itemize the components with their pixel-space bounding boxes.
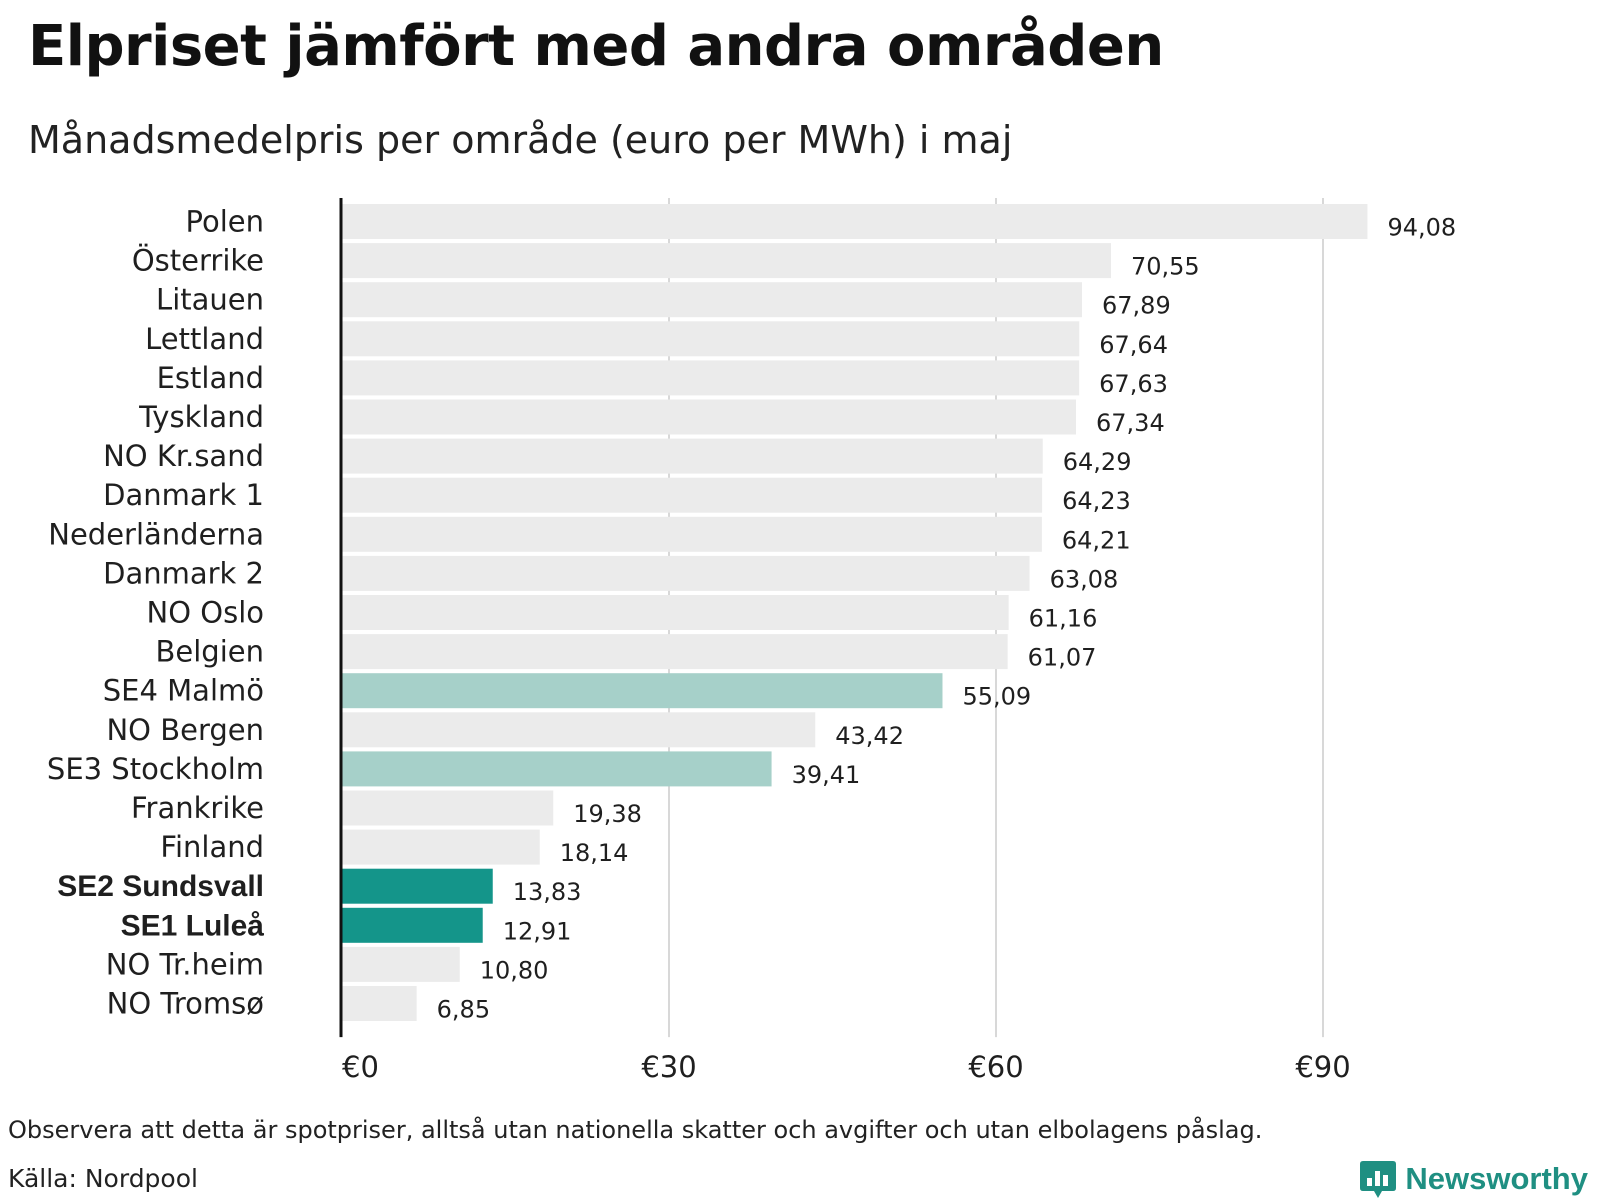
x-tick-label: €90 [1295,1050,1350,1080]
bar [342,751,772,787]
brand-name: Newsworthy [1405,1161,1588,1196]
bar [342,438,1043,474]
bar [342,868,493,904]
category-label: Frankrike [131,791,264,825]
category-label: Danmark 1 [103,478,264,512]
category-label: Lettland [145,322,264,356]
value-label: 70,55 [1131,253,1200,281]
bars [342,204,1368,1021]
category-label: NO Tromsø [107,987,264,1021]
value-label: 94,08 [1387,214,1456,242]
value-label: 6,85 [437,996,490,1024]
value-label: 10,80 [480,956,549,984]
bar [342,946,460,982]
labels: €0 €30 €60 €90 Polen 94,08 Österrike 70,55 Litau… [47,198,1456,1080]
value-label: 61,16 [1029,605,1098,633]
bar [342,399,1077,435]
value-label: 64,23 [1062,487,1131,515]
category-label: SE4 Malmö [103,674,264,708]
footnote: Observera att detta är spotpriser, allts… [8,1116,1263,1144]
value-label: 67,63 [1099,370,1168,398]
bar [342,829,540,865]
category-label: NO Kr.sand [103,439,264,473]
bar [342,282,1083,318]
category-label: Nederländerna [48,517,264,551]
value-label: 12,91 [503,917,572,945]
brand-logo[interactable]: Newsworthy [1359,1158,1588,1200]
bar [342,790,554,826]
value-label: 63,08 [1050,565,1119,593]
value-label: 64,21 [1062,526,1131,554]
category-label: SE3 Stockholm [47,752,264,786]
value-label: 61,07 [1028,644,1097,672]
value-label: 55,09 [962,683,1031,711]
category-label: Polen [186,205,264,239]
category-label: SE2 Sundsvall [57,870,264,903]
value-label: 39,41 [792,761,861,789]
chart-title: Elpriset jämfört med andra områden [28,14,1164,79]
x-tick-label: €0 [342,1050,379,1080]
category-label: Finland [160,830,264,864]
bar [342,673,943,709]
x-tick-label: €60 [968,1050,1023,1080]
category-label: Österrike [132,244,264,278]
bar [342,712,816,748]
source-text: Källa: Nordpool [8,1164,198,1193]
bar [342,634,1008,670]
category-label: Tyskland [138,400,264,434]
bar [342,595,1009,630]
bar [342,555,1030,591]
value-label: 67,64 [1099,331,1168,359]
value-label: 64,29 [1063,448,1132,476]
chart-subtitle: Månadsmedelpris per område (euro per MWh… [28,118,1013,162]
category-label: SE1 Luleå [121,909,265,942]
bar-chart: €0 €30 €60 €90 Polen 94,08 Österrike 70,55 Litau… [47,198,1456,1080]
category-label: NO Tr.heim [106,947,264,981]
category-label: Danmark 2 [103,556,264,590]
category-label: Litauen [156,283,264,317]
value-label: 67,89 [1102,292,1171,320]
value-label: 18,14 [560,839,629,867]
value-label: 43,42 [835,722,904,750]
bar [342,243,1111,279]
bar [342,986,417,1021]
bar [342,907,483,943]
category-label: NO Bergen [106,713,264,747]
category-label: Belgien [156,635,264,669]
value-label: 67,34 [1096,409,1165,437]
x-tick-label: €30 [641,1050,696,1080]
bar [342,477,1043,513]
bar [342,360,1080,396]
value-label: 13,83 [513,878,582,906]
category-label: Estland [157,361,264,395]
bar [342,204,1368,239]
bar [342,516,1042,552]
category-label: NO Oslo [147,596,264,630]
value-label: 19,38 [573,800,642,828]
bar [342,321,1080,357]
newsworthy-logo-icon [1360,1161,1397,1198]
